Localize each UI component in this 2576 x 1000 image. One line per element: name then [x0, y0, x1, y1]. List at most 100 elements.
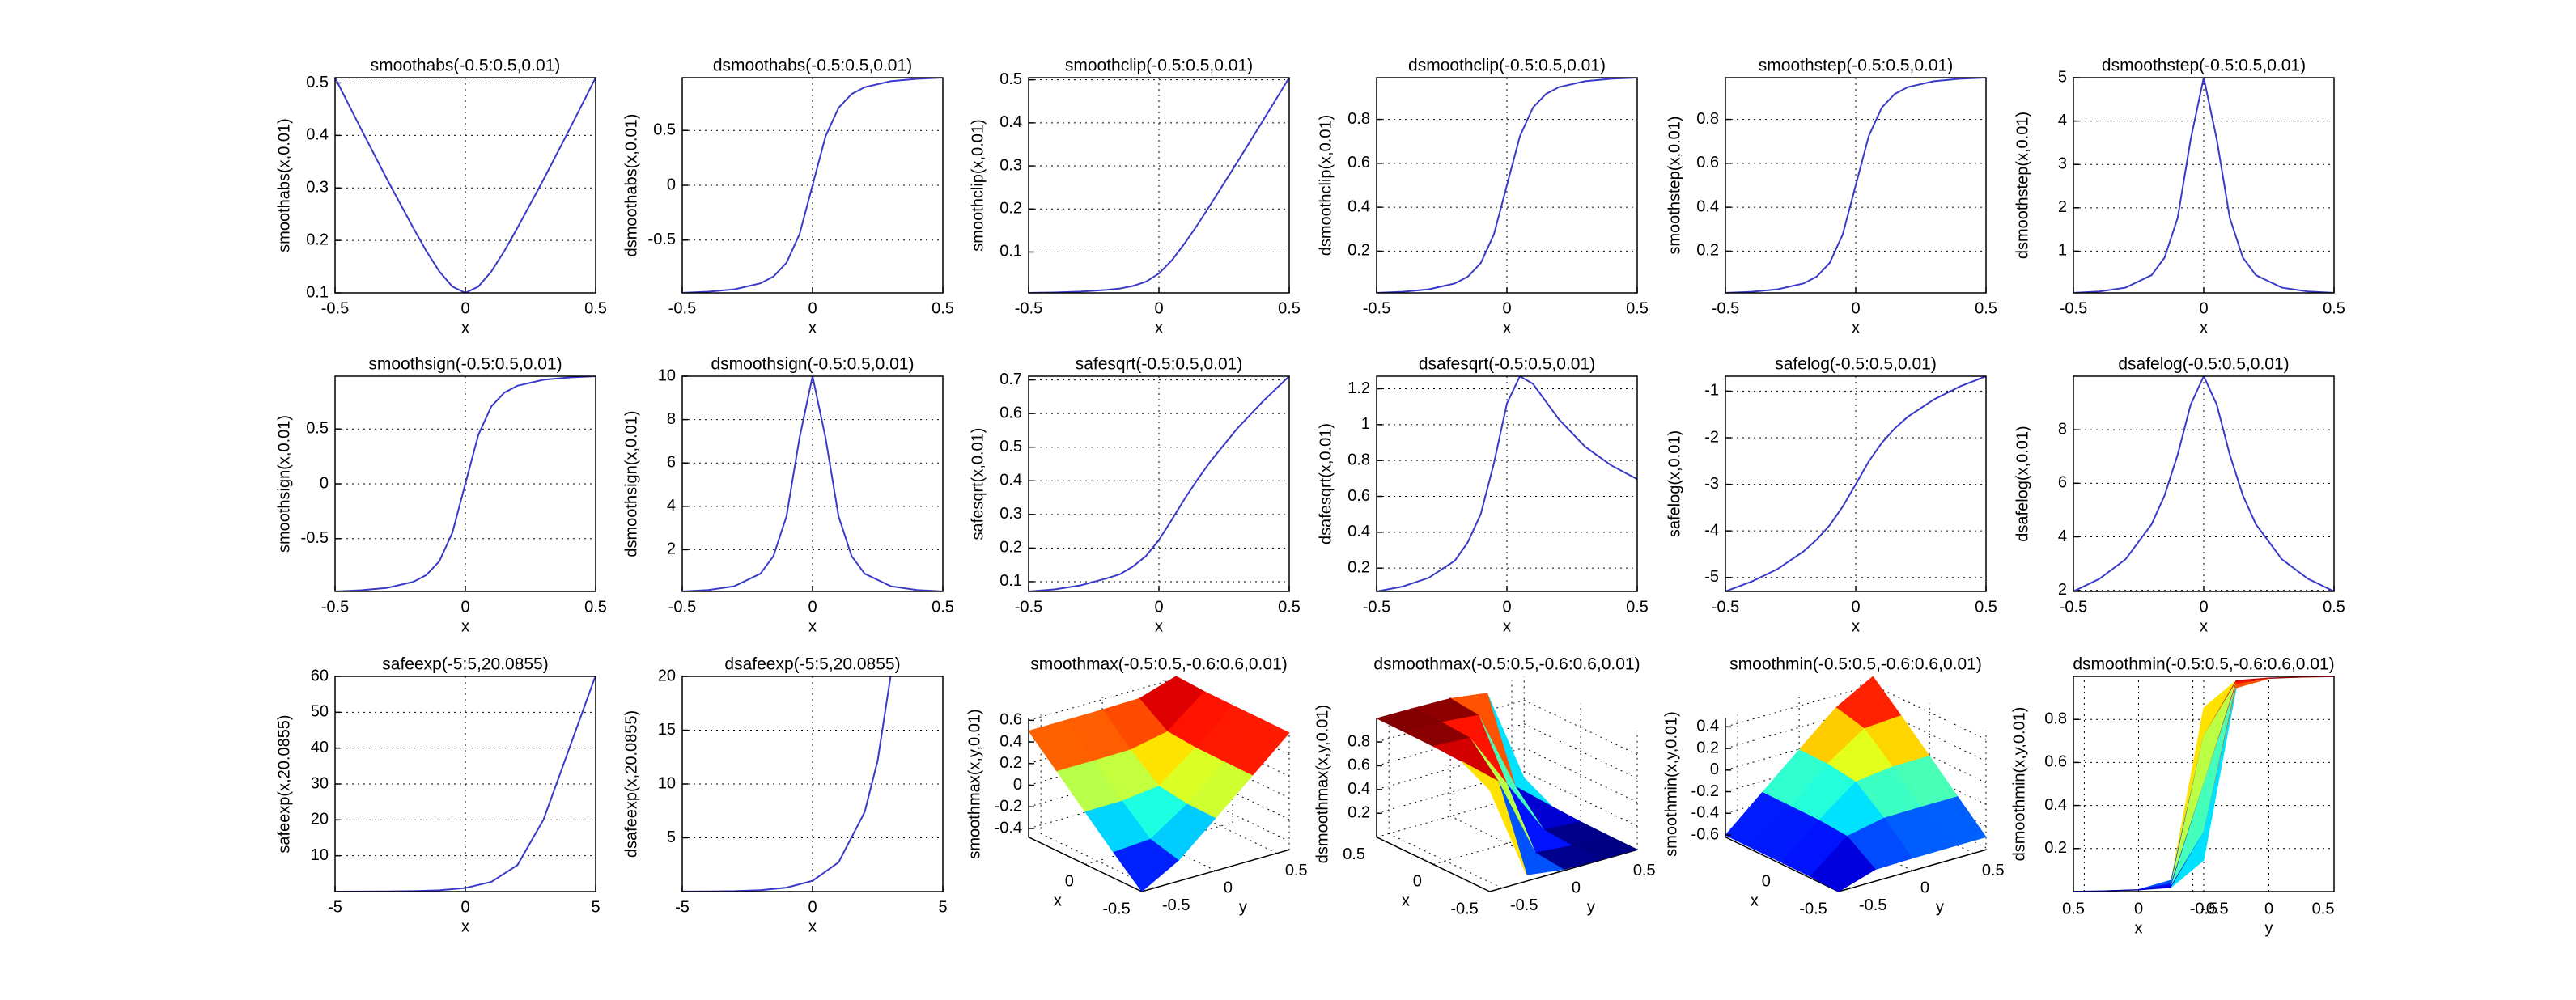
z-tick-label: 0.2 [1696, 739, 1719, 756]
y-tick-label: 8 [2058, 420, 2067, 438]
axes-box [1725, 375, 1987, 592]
y-axis-label: safesqrt(x,0.01) [969, 428, 987, 540]
y-tick-label: 0.5 [1285, 862, 1308, 879]
y-tick-label: 2 [667, 540, 676, 558]
y-tick-label: 10 [658, 367, 676, 384]
chart-title: safesqrt(-0.5:0.5,0.01) [1076, 355, 1243, 374]
x-tick-label: -0.5 [1450, 900, 1478, 917]
y-tick-label: 1.2 [1347, 379, 1370, 397]
z-axis-label: smoothmax(x,y,0.01) [965, 709, 983, 858]
x-axis-label: x [1503, 617, 1511, 635]
data-line [335, 78, 596, 293]
y-tick-label: 5 [2058, 68, 2067, 86]
y-tick-label: 1 [1361, 415, 1370, 433]
chart-title: safelog(-0.5:0.5,0.01) [1775, 355, 1937, 374]
y-tick-label: 0.4 [1347, 523, 1370, 540]
axes-box [1028, 375, 1290, 592]
y-axis-label: dsmoothsign(x,0.01) [622, 410, 640, 557]
chart-title: smoothsign(-0.5:0.5,0.01) [368, 355, 562, 374]
z-tick-label: 0.6 [999, 711, 1022, 729]
z-tick-label: -0.6 [1691, 825, 1719, 843]
x-tick-label: 0.5 [1975, 598, 1997, 616]
y-tick-label: 0 [1572, 879, 1581, 896]
y-tick-label: 0.5 [653, 121, 676, 138]
x-tick-label: 5 [938, 898, 947, 916]
y-tick-label: -1 [1704, 382, 1719, 400]
x-axis-label: x [1852, 319, 1860, 337]
y-tick-label: 6 [2058, 474, 2067, 492]
x-tick-label: -0.5 [1712, 598, 1739, 616]
y-tick-label: 0.8 [1696, 110, 1719, 128]
y-tick-label: 0.3 [999, 156, 1022, 174]
x-tick-label: -0.5 [321, 598, 349, 616]
x-tick-label: 0 [1502, 299, 1511, 317]
y-axis-label: dsafesqrt(x,0.01) [1317, 423, 1335, 544]
y-tick-label: 0.8 [1347, 451, 1370, 468]
data-line [1377, 376, 1637, 591]
x-tick-label: -0.5 [2190, 900, 2217, 917]
y-tick-label: -4 [1704, 521, 1719, 539]
y-tick-label: 10 [311, 846, 329, 864]
z-axis-label: smoothmin(x,y,0.01) [1662, 711, 1680, 857]
surface-patch [1113, 838, 1179, 892]
y-tick-label: 0 [1920, 879, 1929, 896]
z-axis-label: dsmoothmin(x,y,0.01) [2010, 707, 2028, 862]
data-line [1725, 376, 1986, 591]
y-tick-label: 0.7 [999, 371, 1022, 388]
x-tick-label: 0 [1065, 873, 1074, 891]
y-tick-label: 0.1 [999, 572, 1022, 590]
data-line [1377, 78, 1637, 293]
y-tick-label: 0.5 [999, 438, 1022, 456]
z-tick-label: 0.2 [2044, 839, 2067, 857]
axes-box [2073, 375, 2335, 592]
chart-title: dsmoothmax(-0.5:0.5,-0.6:0.6,0.01) [1373, 655, 1640, 674]
x-tick-label: -0.5 [1363, 598, 1390, 616]
y-axis-label: safeexp(x,20.0855) [275, 714, 293, 853]
chart-title: dsmoothstep(-0.5:0.5,0.01) [2102, 57, 2306, 75]
grid-line [2192, 676, 2323, 892]
y-tick-label: 0 [667, 176, 676, 193]
axes-box [334, 77, 596, 294]
y-tick-label: 20 [658, 667, 676, 684]
x-axis-label: x [808, 319, 817, 337]
y-tick-label: 0.2 [999, 539, 1022, 557]
y-axis-label: dsafelog(x,0.01) [2014, 426, 2031, 541]
y-tick-label: 2 [2058, 581, 2067, 599]
chart-title: dsmoothclip(-0.5:0.5,0.01) [1408, 57, 1606, 75]
y-tick-label: 0.2 [999, 200, 1022, 218]
data-line [1725, 78, 1986, 293]
x-tick-label: 0.5 [1626, 299, 1649, 317]
y-tick-label: 0.6 [1696, 154, 1719, 172]
y-tick-label: -0.5 [1510, 896, 1538, 914]
z-tick-label: 0 [1710, 761, 1719, 778]
y-tick-label: 0.6 [1347, 154, 1370, 172]
x-tick-label: 0 [460, 598, 469, 616]
y-tick-label: 0 [1224, 879, 1233, 896]
z-tick-label: -0.2 [995, 798, 1022, 816]
data-line [682, 376, 943, 591]
y-axis-label: y [2265, 919, 2273, 937]
chart-title: smoothclip(-0.5:0.5,0.01) [1065, 57, 1253, 75]
y-tick-label: 4 [667, 497, 676, 515]
y-tick-label: 0.6 [999, 404, 1022, 422]
x-axis-label: x [1402, 892, 1410, 910]
y-tick-label: 1 [2058, 242, 2067, 260]
y-tick-label: 20 [311, 811, 329, 828]
x-tick-label: -0.5 [1712, 299, 1739, 317]
y-tick-label: 0 [2264, 900, 2273, 917]
y-axis-label: dsafeexp(x,20.0855) [622, 710, 640, 858]
grid-line [2083, 676, 2215, 892]
y-tick-label: 0 [320, 474, 329, 492]
x-tick-label: 5 [591, 898, 600, 916]
y-tick-label: 6 [667, 453, 676, 471]
x-tick-label: 0 [2199, 598, 2208, 616]
x-tick-label: 0.5 [2062, 900, 2085, 917]
chart-title: safeexp(-5:5,20.0855) [382, 655, 548, 674]
axes-box [1376, 77, 1638, 294]
z-tick-label: -0.4 [995, 819, 1022, 837]
chart-title: dsmoothsign(-0.5:0.5,0.01) [711, 355, 915, 374]
y-tick-label: 0.2 [1696, 242, 1719, 260]
y-tick-label: 0.2 [306, 231, 329, 248]
y-axis-label: smoothsign(x,0.01) [275, 415, 293, 553]
